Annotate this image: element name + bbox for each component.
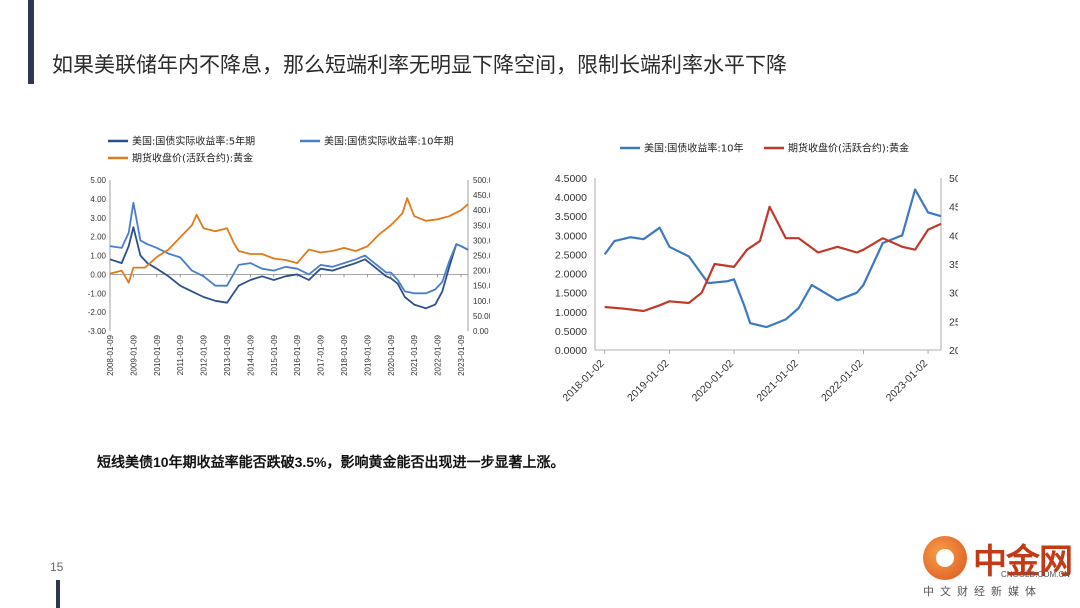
y-right-tick: 250.00 (473, 252, 490, 261)
y-left-tick: 4.00 (90, 195, 106, 204)
y-left-tick: 3.0000 (555, 230, 587, 242)
x-tick-label: 2020-01-09 (387, 334, 396, 375)
x-tick-label: 2019-01-09 (363, 334, 372, 375)
logo-subtitle: 中文财经新媒体 (923, 585, 1042, 598)
y-right-tick: 500.00 (473, 176, 490, 185)
logo-mark-icon (923, 536, 967, 580)
x-tick-label: 2022-01-02 (819, 358, 866, 405)
y-left-tick: 3.00 (90, 214, 106, 223)
y-right-tick: 300.00 (949, 288, 958, 300)
y-right-tick: 50.00 (473, 312, 490, 321)
y-left-tick: 4.5000 (555, 173, 587, 185)
legend-label-0: 美国:国债实际收益率:5年期 (132, 135, 255, 148)
y-right-tick: 200.00 (949, 345, 958, 357)
y-right-tick: 450.00 (473, 191, 490, 200)
x-tick-label: 2010-01-09 (153, 334, 162, 375)
y-right-tick: 500.00 (949, 173, 958, 185)
y-right-tick: 350.00 (949, 259, 958, 271)
y-left-tick: 1.00 (90, 252, 106, 261)
chart-10y-yield-vs-gold: 美国:国债收益率:10年 期货收盘价(活跃合约):黄金 4.5000 4.0000 3.… (555, 142, 958, 405)
chart-real-yield-vs-gold: 美国:国债实际收益率:5年期 美国:国债实际收益率:10年期期货收盘价(活跃合约)… (88, 135, 490, 376)
x-tick-label: 2015-01-09 (270, 334, 279, 375)
logo-name: 中金网 (973, 542, 1073, 582)
slide-caption: 短线美债10年期收益率能否跌破3.5%，影响黄金能否出现进一步显著上涨。 (97, 454, 565, 470)
y-left-tick: 0.5000 (555, 326, 587, 338)
x-tick-label: 2012-01-09 (200, 334, 209, 375)
x-tick-label: 2020-01-02 (690, 358, 737, 405)
series-line-1 (604, 205, 942, 313)
x-tick-label: 2023-01-02 (884, 358, 931, 405)
legend-label-2: 期货收盘价(活跃合约):黄金 (132, 152, 253, 165)
y-right-tick: 450.00 (949, 202, 958, 214)
x-tick-label: 2018-01-09 (340, 334, 349, 375)
y-left-tick: 0.0000 (555, 345, 587, 357)
y-right-tick: 0.00 (473, 327, 489, 336)
x-tick-label: 2021-01-02 (754, 358, 801, 405)
x-tick-label: 2021-01-09 (410, 334, 419, 375)
x-tick-label: 2016-01-09 (293, 334, 302, 375)
y-left-tick: 0.00 (90, 270, 106, 279)
series-line-2 (109, 197, 469, 284)
y-left-tick: 5.00 (90, 176, 106, 185)
y-right-tick: 250.00 (949, 316, 958, 328)
x-tick-label: 2019-01-02 (625, 358, 672, 405)
y-right-tick: 400.00 (949, 230, 958, 242)
series-line-0 (603, 188, 942, 329)
y-left-tick: 4.0000 (555, 192, 587, 204)
x-tick-label: 2022-01-09 (434, 334, 443, 375)
y-right-tick: 300.00 (473, 236, 490, 245)
logo-domain: CNGOLD.COM.CN (1001, 570, 1070, 579)
series-line-1 (109, 201, 469, 295)
x-tick-label: 2011-01-09 (176, 334, 185, 375)
page-number: 15 (50, 560, 64, 574)
y-left-tick: 1.0000 (555, 307, 587, 319)
x-tick-label: 2014-01-09 (246, 334, 255, 375)
x-tick-label: 2009-01-09 (129, 334, 138, 375)
y-left-tick: -2.00 (88, 308, 107, 317)
y-right-tick: 400.00 (473, 206, 490, 215)
footer-accent-bar (56, 580, 60, 608)
y-right-tick: 350.00 (473, 221, 490, 230)
y-right-tick: 100.00 (473, 297, 490, 306)
series-line-0 (109, 226, 469, 310)
y-left-tick: 2.0000 (555, 269, 587, 281)
y-left-tick: 1.5000 (555, 288, 587, 300)
legend-label-0: 美国:国债收益率:10年 (644, 142, 743, 155)
x-tick-label: 2023-01-09 (457, 334, 466, 375)
y-right-tick: 200.00 (473, 267, 490, 276)
y-right-tick: 150.00 (473, 282, 490, 291)
cngold-logo: 中金网 CNGOLD.COM.CN 中文财经新媒体 (905, 530, 1075, 602)
y-left-tick: 3.5000 (555, 211, 587, 223)
x-tick-label: 2017-01-09 (317, 334, 326, 375)
y-left-tick: -1.00 (88, 289, 107, 298)
x-tick-label: 2018-01-02 (560, 358, 607, 405)
y-left-tick: 2.5000 (555, 249, 587, 261)
title-accent-bar (28, 0, 34, 84)
x-tick-label: 2008-01-09 (106, 334, 115, 375)
y-left-tick: -3.00 (88, 327, 107, 336)
x-tick-label: 2013-01-09 (223, 334, 232, 375)
slide-title: 如果美联储年内不降息，那么短端利率无明显下降空间，限制长端利率水平下降 (52, 54, 787, 77)
legend-label-1: 期货收盘价(活跃合约):黄金 (788, 142, 909, 155)
y-left-tick: 2.00 (90, 233, 106, 242)
legend-label-1: 美国:国债实际收益率:10年期 (324, 135, 453, 148)
